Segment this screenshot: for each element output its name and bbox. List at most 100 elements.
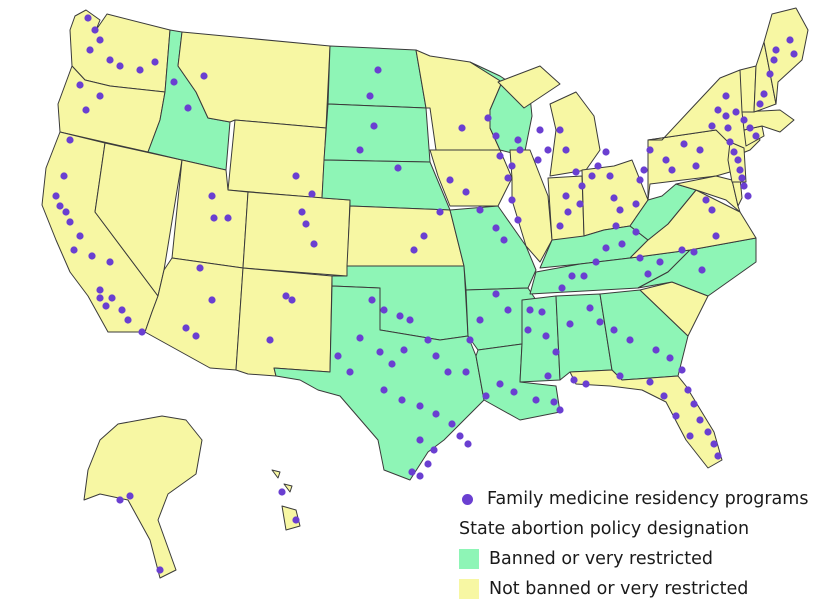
program-dot xyxy=(102,302,110,310)
program-dot xyxy=(151,58,159,66)
program-dot xyxy=(466,336,474,344)
program-dot xyxy=(380,306,388,314)
program-dot xyxy=(666,354,674,362)
program-dot xyxy=(88,252,96,260)
program-dot xyxy=(476,206,484,214)
program-dot xyxy=(508,162,516,170)
program-dot xyxy=(588,172,596,180)
program-dot xyxy=(562,192,570,200)
program-dot xyxy=(660,392,668,400)
program-dot xyxy=(656,258,664,266)
program-dot xyxy=(524,326,532,334)
state-sd xyxy=(323,103,431,163)
program-dot xyxy=(736,166,744,174)
program-dot xyxy=(444,368,452,376)
program-dot xyxy=(66,136,74,144)
program-dot xyxy=(370,122,378,130)
program-dot xyxy=(208,296,216,304)
program-dot xyxy=(66,218,74,226)
state-nc xyxy=(637,237,757,297)
program-dot xyxy=(684,386,692,394)
program-dot xyxy=(702,196,710,204)
program-dot xyxy=(394,164,402,172)
program-dot xyxy=(616,206,624,214)
program-dot xyxy=(644,270,652,278)
state-fl xyxy=(569,369,723,469)
program-dot xyxy=(84,14,92,22)
program-dot xyxy=(734,156,742,164)
program-dot-icon xyxy=(462,493,473,505)
not-restricted-swatch-icon xyxy=(459,579,479,599)
program-dot xyxy=(514,216,522,224)
program-dot xyxy=(210,214,218,222)
program-dot xyxy=(56,202,64,210)
program-dot xyxy=(592,258,600,266)
program-dot xyxy=(432,410,440,418)
program-dot xyxy=(760,90,768,98)
program-dot xyxy=(346,368,354,376)
state-shapes xyxy=(41,7,809,579)
program-dot xyxy=(514,136,522,144)
program-dot xyxy=(510,388,518,396)
program-dot xyxy=(424,460,432,468)
state-ms xyxy=(519,295,561,383)
program-dot xyxy=(108,294,116,302)
program-dot xyxy=(416,436,424,444)
program-dot xyxy=(126,492,134,500)
program-dot xyxy=(678,366,686,374)
program-dot xyxy=(712,232,720,240)
program-dot xyxy=(566,320,574,328)
state-mo xyxy=(449,205,537,291)
state-vt xyxy=(739,65,757,113)
program-dot xyxy=(96,294,104,302)
program-dot xyxy=(76,232,84,240)
program-dot xyxy=(156,566,164,574)
program-dot xyxy=(640,166,648,174)
program-dot xyxy=(278,488,286,496)
program-dot xyxy=(704,428,712,436)
program-dot xyxy=(462,368,470,376)
legend-programs-label: Family medicine residency programs xyxy=(487,489,809,509)
legend-not-restricted-label: Not banned or very restricted xyxy=(489,579,749,599)
program-dot xyxy=(586,304,594,312)
state-co xyxy=(242,191,351,277)
state-ks xyxy=(346,205,465,267)
program-dot xyxy=(678,246,686,254)
program-dot xyxy=(200,72,208,80)
program-dot xyxy=(710,440,718,448)
program-dot xyxy=(416,402,424,410)
program-dot xyxy=(686,432,694,440)
program-dot xyxy=(224,214,232,222)
program-dot xyxy=(578,182,586,190)
program-dot xyxy=(116,496,124,504)
program-dot xyxy=(420,232,428,240)
program-dot xyxy=(636,254,644,262)
state-tx xyxy=(273,285,485,481)
program-dot xyxy=(396,312,404,320)
program-dot xyxy=(266,336,274,344)
program-dot xyxy=(732,108,740,116)
program-dot xyxy=(106,258,114,266)
program-dot xyxy=(708,122,716,130)
program-dot xyxy=(618,240,626,248)
program-dot xyxy=(388,360,396,368)
state-nh xyxy=(753,41,777,113)
program-dot xyxy=(714,106,722,114)
program-dot xyxy=(380,386,388,394)
program-dot xyxy=(374,66,382,74)
program-dot xyxy=(500,236,508,244)
program-dot xyxy=(62,208,70,216)
program-dot xyxy=(544,372,552,380)
program-dot xyxy=(652,346,660,354)
legend-not-restricted: Not banned or very restricted xyxy=(456,574,811,604)
program-dot xyxy=(672,412,680,420)
program-dot xyxy=(170,78,178,86)
program-dot xyxy=(492,224,500,232)
program-dot xyxy=(772,46,780,54)
program-dot xyxy=(610,326,618,334)
program-dot xyxy=(770,56,778,64)
program-dot xyxy=(668,166,676,174)
program-dot xyxy=(662,156,670,164)
